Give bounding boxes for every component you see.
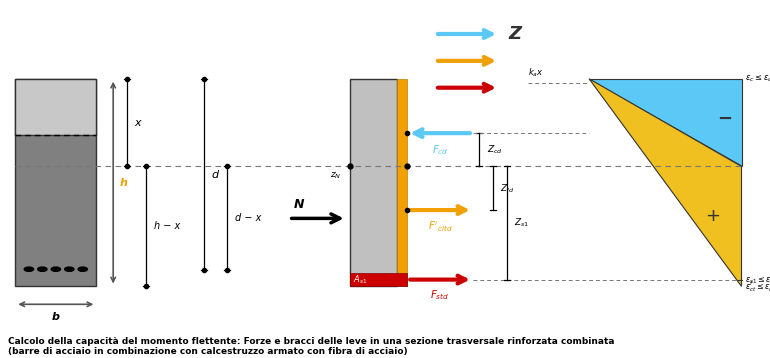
Text: $F_{std}$: $F_{std}$ [430, 289, 450, 303]
Text: $\varepsilon_{s1} \leq \varepsilon^f_{ct,max}$: $\varepsilon_{s1} \leq \varepsilon^f_{ct… [745, 272, 770, 287]
Polygon shape [589, 79, 742, 286]
Circle shape [38, 267, 47, 271]
Text: $z_N$: $z_N$ [330, 171, 341, 181]
Text: $A_{s1}$: $A_{s1}$ [353, 274, 368, 286]
Text: +: + [705, 207, 720, 225]
Text: $k_a x$: $k_a x$ [528, 67, 544, 79]
Bar [397, 79, 407, 286]
Text: −: − [717, 110, 732, 128]
Text: Z: Z [508, 25, 521, 43]
Text: $F_{cd}$: $F_{cd}$ [432, 143, 448, 157]
Text: b: b [52, 312, 60, 322]
Text: Calcolo della capacità del momento flettente: Forze e bracci delle leve in una s: Calcolo della capacità del momento flett… [8, 337, 614, 356]
Text: x: x [135, 118, 142, 127]
Bar [350, 273, 407, 286]
Circle shape [25, 267, 34, 271]
Text: h: h [119, 178, 127, 188]
Bar [15, 79, 96, 135]
Circle shape [51, 267, 60, 271]
Text: $Z_{cd}$: $Z_{cd}$ [487, 144, 503, 156]
Polygon shape [589, 79, 742, 166]
Bar [15, 79, 96, 286]
Circle shape [65, 267, 74, 271]
Text: N: N [294, 198, 305, 211]
Text: d − x: d − x [235, 213, 261, 223]
Text: $Z_{ld}$: $Z_{ld}$ [500, 182, 514, 194]
Text: $F'_{cltd}$: $F'_{cltd}$ [427, 220, 453, 234]
Text: $\varepsilon_c \leq \varepsilon_{cu}$: $\varepsilon_c \leq \varepsilon_{cu}$ [745, 73, 770, 84]
Text: $Z_{s1}$: $Z_{s1}$ [514, 217, 530, 229]
Text: $\varepsilon^f_{ct} \leq \varepsilon^f_{ct,max}$: $\varepsilon^f_{ct} \leq \varepsilon^f_{… [745, 279, 770, 294]
Text: d: d [212, 170, 219, 179]
Text: h − x: h − x [154, 222, 180, 231]
Circle shape [79, 267, 88, 271]
Bar [350, 79, 397, 286]
